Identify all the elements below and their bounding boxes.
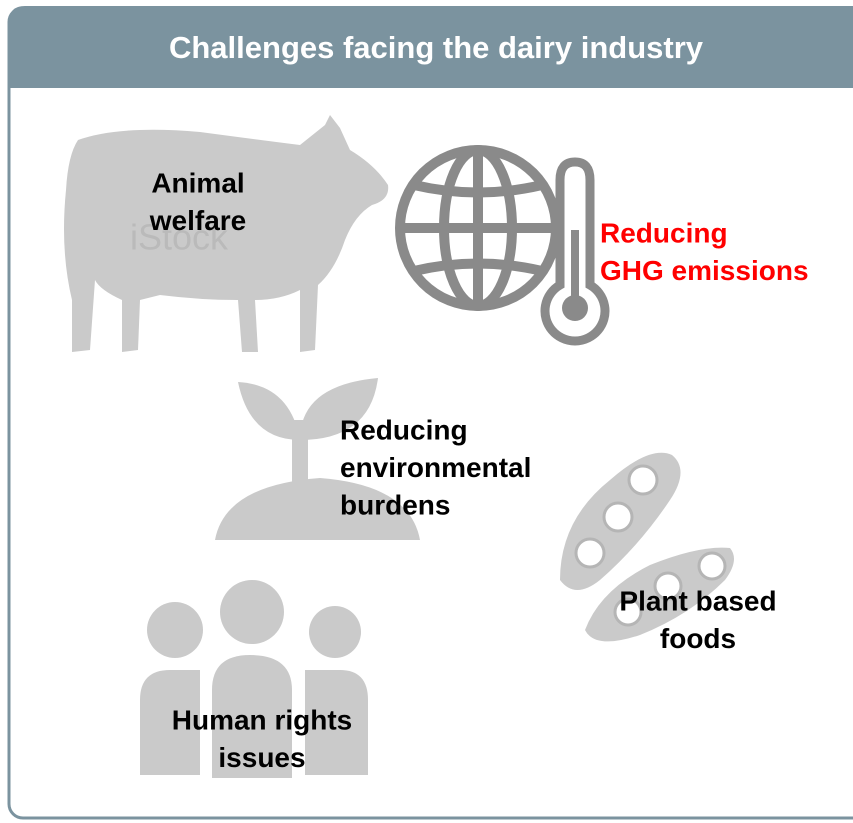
item-label: welfare: [149, 205, 247, 236]
watermark: iStock: [130, 217, 229, 258]
item-label: Animal: [151, 167, 244, 198]
cow-icon: [64, 115, 389, 352]
header-bar: [9, 6, 853, 88]
item-label: environmental: [340, 452, 531, 483]
soybean-icon: [560, 452, 734, 642]
item-label: burdens: [340, 489, 450, 520]
item-label: Reducing: [340, 414, 468, 445]
item-label: foods: [660, 623, 736, 654]
frame: [7, 6, 853, 820]
item-label: Reducing: [600, 217, 728, 248]
plant-icon: [215, 378, 420, 540]
item-label: GHG emissions: [600, 255, 809, 286]
globe-icon: [395, 145, 561, 311]
item-label: Human rights: [172, 704, 352, 735]
item-label: issues: [218, 742, 305, 773]
item-label: Plant based: [619, 585, 776, 616]
title: Challenges facing the dairy industry: [169, 30, 704, 65]
thermometer-icon: [540, 157, 610, 346]
people-icon: [140, 580, 368, 778]
